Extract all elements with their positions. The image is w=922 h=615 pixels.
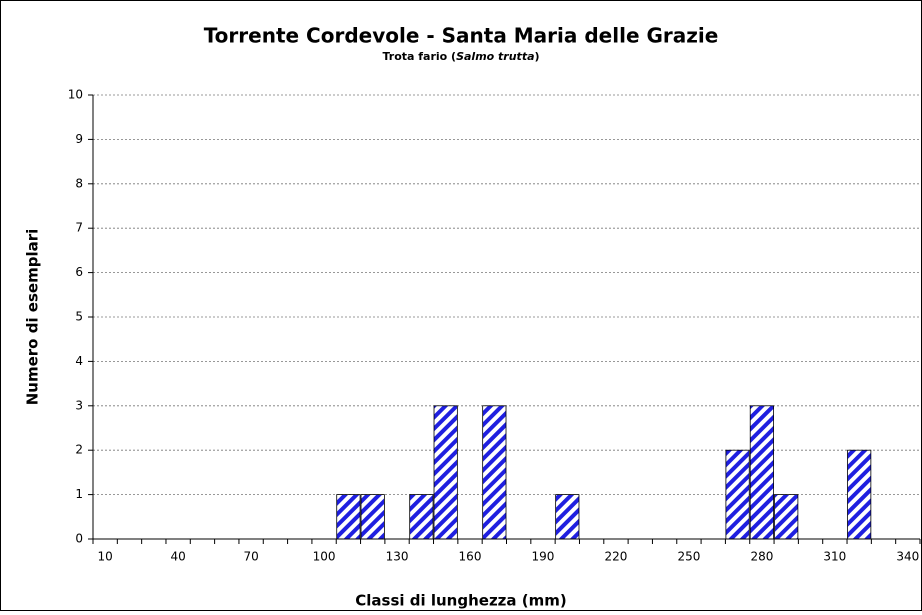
bar — [360, 494, 385, 540]
x-tick-label: 130 — [386, 550, 409, 564]
bar — [555, 494, 580, 540]
y-tick-label: 2 — [75, 443, 83, 457]
bar — [774, 494, 799, 540]
bar — [433, 405, 458, 540]
subtitle-part: ) — [535, 50, 540, 63]
bar — [725, 449, 750, 540]
y-tick-label: 6 — [75, 265, 83, 279]
y-tick-label: 4 — [75, 354, 83, 368]
x-tick-label: 100 — [313, 550, 336, 564]
x-tick-label: 70 — [243, 550, 258, 564]
x-tick-label: 160 — [459, 550, 482, 564]
bar — [336, 494, 361, 540]
y-tick-label: 5 — [75, 310, 83, 324]
subtitle-part: Trota fario ( — [382, 50, 456, 63]
x-tick-label: 190 — [532, 550, 555, 564]
y-tick-label: 10 — [68, 88, 83, 102]
x-tick-label: 280 — [750, 550, 773, 564]
bar — [749, 405, 774, 540]
bar — [847, 449, 872, 540]
bar — [482, 405, 507, 540]
x-tick-label: 250 — [677, 550, 700, 564]
x-tick-label: 10 — [98, 550, 113, 564]
y-tick-label: 9 — [75, 132, 83, 146]
x-axis-label: Classi di lunghezza (mm) — [355, 592, 566, 610]
y-tick-label: 3 — [75, 398, 83, 412]
y-tick-label: 0 — [75, 532, 83, 546]
subtitle-part: Salmo trutta — [456, 50, 534, 63]
bar — [409, 494, 434, 540]
x-tick-label: 220 — [605, 550, 628, 564]
y-tick-label: 1 — [75, 487, 83, 501]
x-tick-label: 340 — [896, 550, 919, 564]
x-tick-label: 310 — [823, 550, 846, 564]
x-tick-label: 40 — [170, 550, 185, 564]
y-tick-label: 7 — [75, 221, 83, 235]
y-tick-label: 8 — [75, 176, 83, 190]
chart-title: Torrente Cordevole - Santa Maria delle G… — [204, 24, 719, 48]
chart-subtitle: Trota fario (Salmo trutta) — [382, 50, 539, 63]
y-axis-label: Numero di esemplari — [24, 229, 42, 406]
